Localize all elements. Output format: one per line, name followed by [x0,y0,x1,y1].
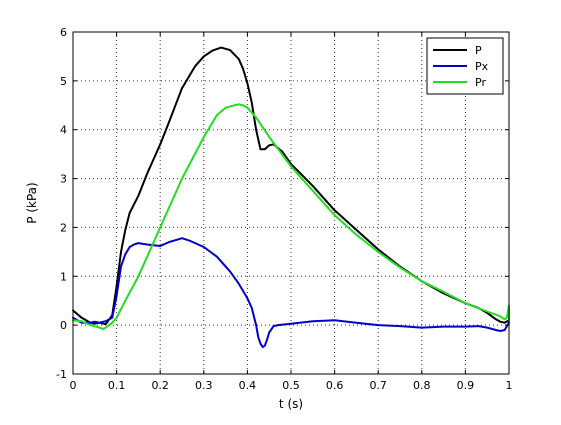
x-tick-label: 0.6 [326,379,344,392]
legend-label-pr: Pr [475,76,486,89]
x-tick-label: 0.2 [151,379,169,392]
x-tick-label: 0.9 [457,379,475,392]
series-lines [72,46,510,349]
y-tick-label: 3 [60,173,67,186]
x-tick-label: 0.4 [239,379,257,392]
x-tick-label: 0.7 [369,379,387,392]
series-line-pr [72,103,510,331]
y-tick-label: 0 [60,319,67,332]
x-tick-label: 0.1 [108,379,126,392]
y-axis-label: P (kPa) [25,182,39,223]
y-tick-label: -1 [56,368,67,381]
x-tick-label: 0.8 [413,379,431,392]
legend: P Px Pr [426,37,504,95]
y-tick-label: 4 [60,124,67,137]
y-tick-label: 5 [60,75,67,88]
legend-label-p: P [475,44,482,57]
x-tick-label: 0 [70,379,77,392]
y-tick-label: 6 [60,26,67,39]
y-tick-label: 2 [60,221,67,234]
x-axis-label: t (s) [279,397,303,411]
x-tick-label: 0.3 [195,379,213,392]
x-tick-label: 1 [506,379,513,392]
y-tick-label: 1 [60,270,67,283]
x-tick-label: 0.5 [282,379,300,392]
series-line-px [72,237,510,349]
legend-label-px: Px [475,60,489,73]
